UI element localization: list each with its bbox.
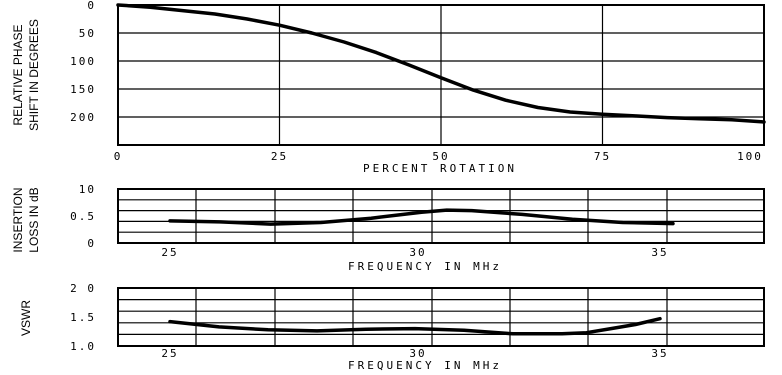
phase-y-tick-label: 0 xyxy=(87,0,96,12)
insertion-y-axis-label-line2: LOSS IN dB xyxy=(27,187,41,252)
phase-y-tick-label: 50 xyxy=(79,27,96,40)
vswr-grid xyxy=(118,288,764,346)
phase-plot-frame xyxy=(117,4,765,146)
insertion-x-tick-label: 35 xyxy=(651,246,668,259)
vswr-y-tick-label: 2 0 xyxy=(70,282,96,295)
vswr-y-axis-label: VSWR xyxy=(19,300,33,336)
insertion-y-tick-labels: 0 0.5 10 xyxy=(70,183,96,250)
phase-y-axis-label-line2: SHIFT IN DEGREES xyxy=(27,19,41,131)
phase-x-tick-labels: 0 25 50 75 100 xyxy=(114,150,763,163)
insertion-y-tick-label: 0.5 xyxy=(70,210,96,223)
phase-y-tick-label: 200 xyxy=(70,111,96,124)
vswr-x-tick-label: 30 xyxy=(409,347,426,360)
insertion-plot-frame xyxy=(117,188,765,244)
insertion-y-axis-label-line1: INSERTION xyxy=(11,187,25,252)
phase-y-axis-label-line1: RELATIVE PHASE xyxy=(11,24,25,125)
phase-x-tick-label: 0 xyxy=(114,150,123,163)
vswr-x-tick-label: 35 xyxy=(651,347,668,360)
vswr-y-tick-labels: 1.0 1.5 2 0 xyxy=(70,282,96,353)
vswr-chart: 1.0 1.5 2 0 25 30 35 FREQUENCY IN MHz VSWR xyxy=(19,282,765,372)
insertion-y-tick-label: 0 xyxy=(87,237,96,250)
phase-grid xyxy=(118,5,764,145)
vswr-plot-frame xyxy=(117,287,765,347)
phase-shift-curve xyxy=(116,3,766,124)
insertion-x-tick-label: 25 xyxy=(161,246,178,259)
vswr-y-tick-label: 1.0 xyxy=(70,340,96,353)
phase-y-tick-label: 100 xyxy=(70,55,96,68)
insertion-grid xyxy=(118,189,764,243)
phase-x-tick-label: 100 xyxy=(737,150,763,163)
vswr-x-tick-labels: 25 30 35 xyxy=(161,347,668,360)
vswr-y-tick-label: 1.5 xyxy=(70,311,96,324)
insertion-y-tick-label: 10 xyxy=(79,183,96,196)
phase-x-tick-label: 25 xyxy=(271,150,288,163)
insertion-loss-chart: 0 0.5 10 25 30 35 FREQUENCY IN MHz INSERTION… xyxy=(11,183,765,273)
vswr-x-axis-label: FREQUENCY IN MHz xyxy=(348,359,502,372)
insertion-x-axis-label: FREQUENCY IN MHz xyxy=(348,260,502,273)
insertion-x-tick-labels: 25 30 35 xyxy=(161,246,668,259)
phase-y-tick-label: 150 xyxy=(70,83,96,96)
phase-x-tick-label: 75 xyxy=(594,150,611,163)
vswr-curve xyxy=(168,316,662,336)
insertion-x-tick-label: 30 xyxy=(409,246,426,259)
phase-shift-chart: 0 50 100 150 200 0 25 50 75 100 PERCENT ROTATION… xyxy=(11,0,766,175)
vswr-x-tick-label: 25 xyxy=(161,347,178,360)
phase-x-axis-label: PERCENT ROTATION xyxy=(363,162,517,175)
phase-x-tick-label: 50 xyxy=(432,150,449,163)
insertion-loss-curve xyxy=(168,208,675,226)
phase-y-tick-labels: 0 50 100 150 200 xyxy=(70,0,96,124)
